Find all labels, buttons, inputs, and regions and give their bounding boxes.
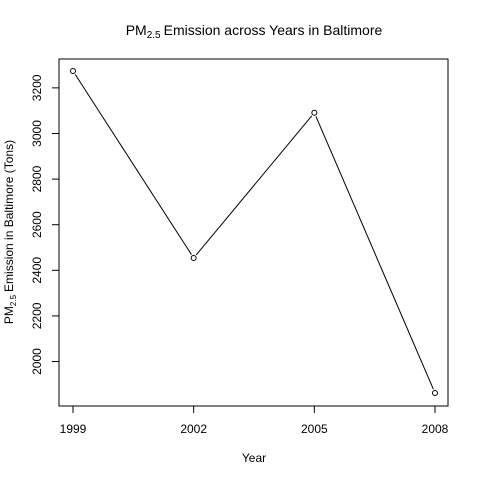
- series: [70, 68, 438, 396]
- y-tick-label-2200: 2200: [30, 302, 44, 329]
- y-tick-label-2800: 2800: [30, 165, 44, 192]
- data-point-2008: [432, 390, 438, 396]
- plot-frame: [58, 58, 449, 407]
- x-axis-title: Year: [242, 451, 266, 465]
- chart-title: PM2.5 Emission across Years in Baltimore: [126, 22, 383, 41]
- y-axis-title: PM2.5 Emission in Baltimore (Tons): [2, 140, 18, 324]
- y-tick-label-3200: 3200: [30, 74, 44, 101]
- chart-title-subscript: 2.5: [147, 30, 161, 41]
- series-line-segment: [195, 115, 313, 256]
- y-tick-label-3000: 3000: [30, 120, 44, 147]
- series-line-segment: [315, 116, 434, 390]
- x-tick-label-1999: 1999: [60, 422, 87, 436]
- series-line-segment: [74, 74, 192, 255]
- x-tick-label-2005: 2005: [301, 422, 328, 436]
- y-axis-title-subscript: 2.5: [9, 294, 18, 306]
- y-axis: 2000 2200 2400 2600 2800 3000 3200: [30, 74, 60, 375]
- y-axis-title-text: Emission in Baltimore (Tons): [2, 140, 16, 292]
- data-point-1999: [70, 68, 76, 74]
- data-point-2002: [190, 254, 197, 261]
- y-tick-label-2400: 2400: [30, 257, 44, 284]
- chart-title-prefix: PM: [126, 22, 147, 38]
- chart-title-text: Emission across Years in Baltimore: [164, 22, 383, 38]
- x-tick-label-2002: 2002: [180, 422, 207, 436]
- data-point-2005: [311, 109, 318, 116]
- y-tick-label-2600: 2600: [30, 211, 44, 238]
- y-axis-title-prefix: PM: [2, 306, 16, 324]
- x-tick-label-2008: 2008: [422, 422, 449, 436]
- y-tick-label-2000: 2000: [30, 348, 44, 375]
- x-axis: 1999 2002 2005 2008: [60, 405, 449, 436]
